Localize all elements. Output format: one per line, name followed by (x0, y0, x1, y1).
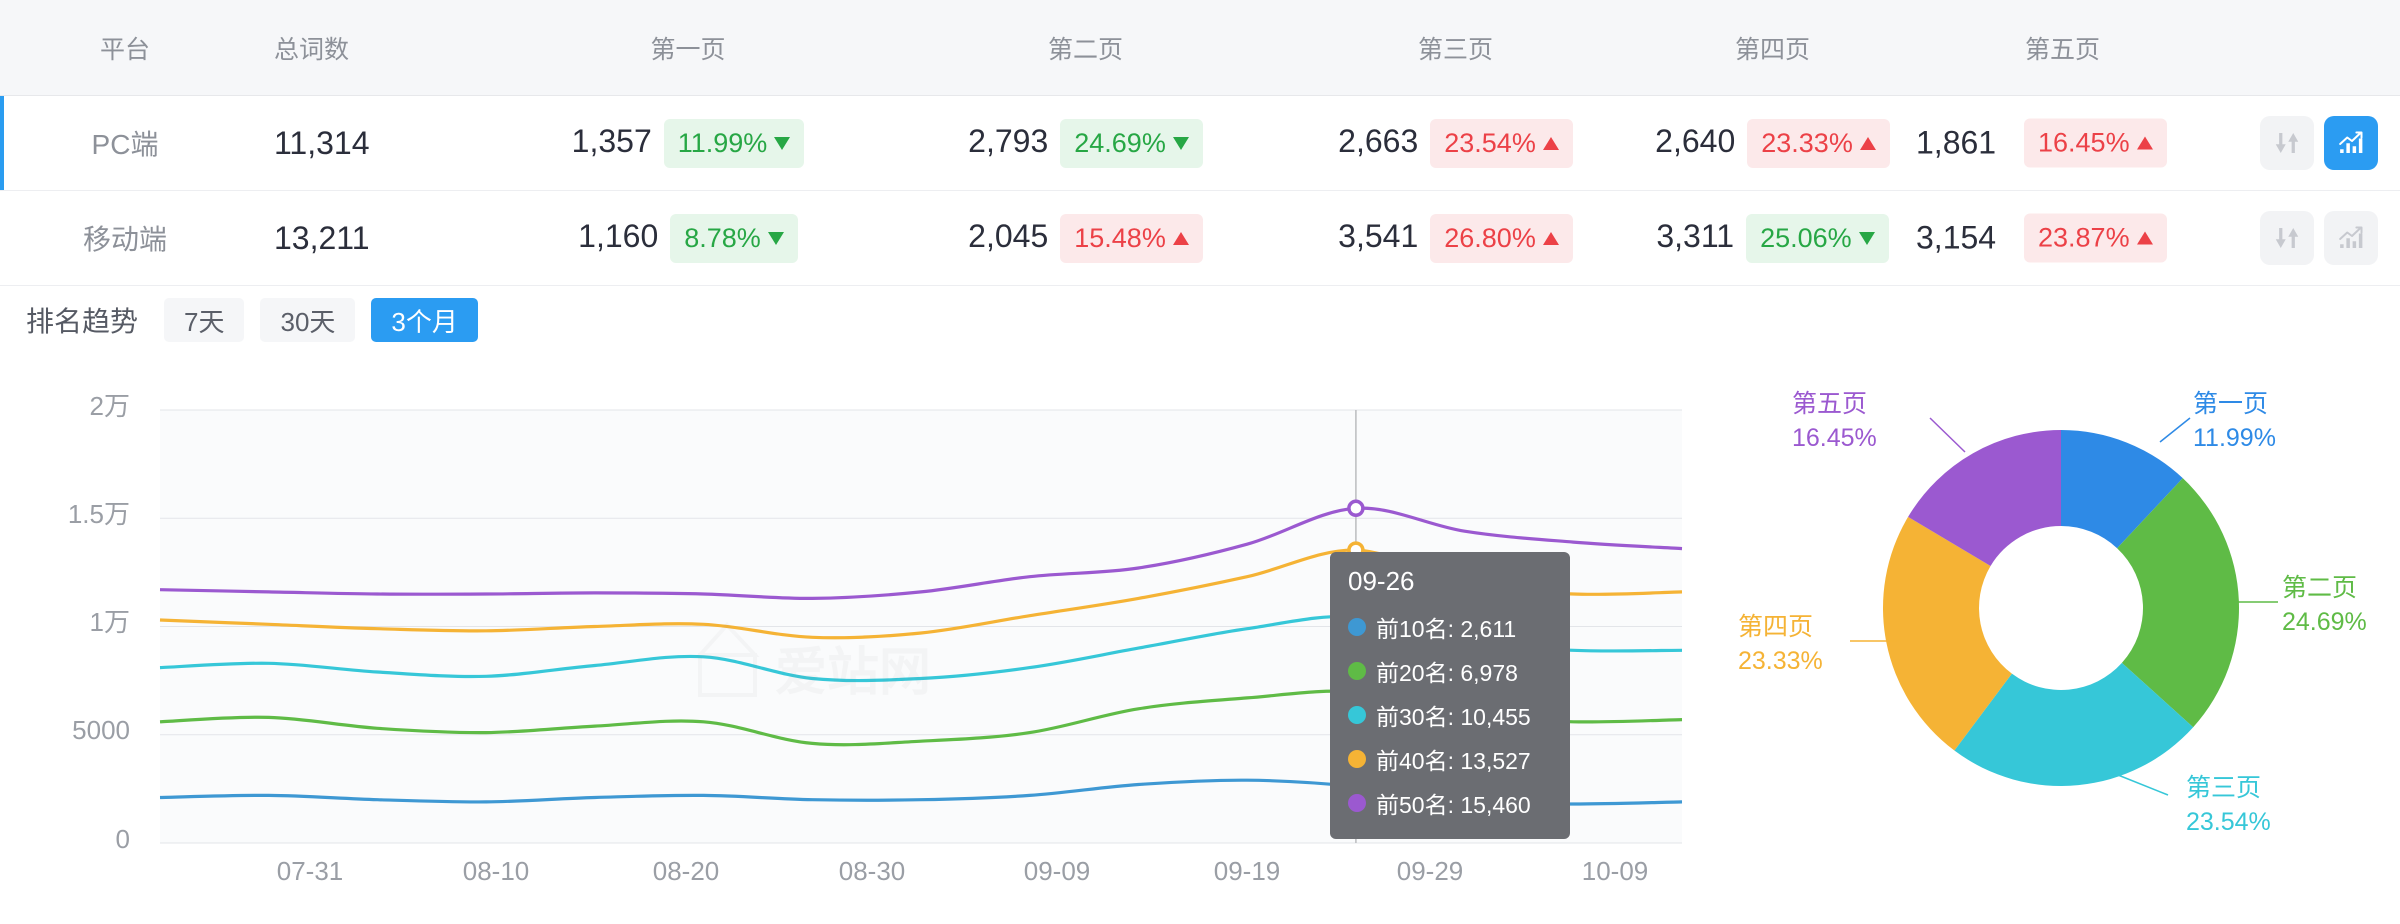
svg-text:5000: 5000 (72, 715, 130, 745)
svg-text:09-29: 09-29 (1397, 856, 1464, 886)
svg-text:11.99%: 11.99% (2193, 424, 2276, 452)
svg-text:1万: 1万 (90, 607, 130, 637)
svg-text:爱站网: 爱站网 (775, 644, 931, 702)
svg-text:23.33%: 23.33% (1738, 647, 1823, 675)
svg-text:0: 0 (116, 824, 130, 854)
svg-text:23.54%: 23.54% (2186, 808, 2271, 836)
svg-text:1.5万: 1.5万 (68, 499, 130, 529)
svg-text:第一页: 第一页 (2193, 390, 2268, 418)
svg-text:24.69%: 24.69% (2282, 608, 2367, 636)
svg-text:08-20: 08-20 (653, 856, 720, 886)
svg-text:08-10: 08-10 (463, 856, 530, 886)
svg-text:第四页: 第四页 (1738, 613, 1813, 641)
svg-text:第二页: 第二页 (2282, 574, 2357, 602)
svg-text:10-09: 10-09 (1582, 856, 1649, 886)
svg-text:16.45%: 16.45% (1792, 424, 1877, 452)
svg-text:09-19: 09-19 (1214, 856, 1281, 886)
svg-text:07-31: 07-31 (277, 856, 344, 886)
svg-text:第五页: 第五页 (1792, 390, 1867, 418)
svg-text:08-30: 08-30 (839, 856, 906, 886)
svg-text:09-09: 09-09 (1024, 856, 1091, 886)
svg-text:第三页: 第三页 (2186, 774, 2261, 802)
svg-text:2万: 2万 (90, 391, 130, 421)
